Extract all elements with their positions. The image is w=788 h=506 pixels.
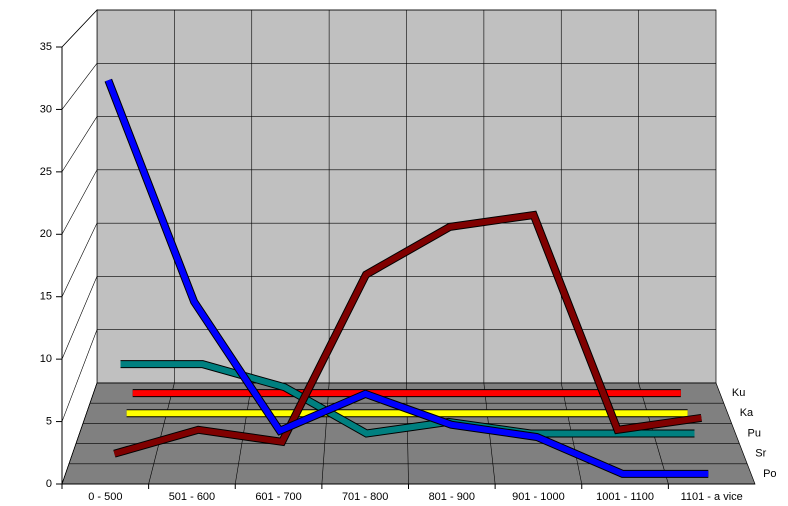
series-line xyxy=(105,79,709,477)
series-line xyxy=(120,361,695,437)
x-tick-label: 701 - 800 xyxy=(342,491,388,503)
series-line xyxy=(113,211,702,457)
grid-line xyxy=(61,9,98,48)
x-tick-label: 901 - 1000 xyxy=(512,491,565,503)
grid-line xyxy=(61,329,98,422)
series-label: Ku xyxy=(732,387,745,399)
x-tick-label: 1101 - a vice xyxy=(681,491,743,503)
series-label: Po xyxy=(763,468,776,480)
series-label: Ka xyxy=(740,407,754,419)
y-tick-label: 35 xyxy=(40,41,52,53)
grid-line xyxy=(61,276,98,360)
y-tick-label: 20 xyxy=(40,228,52,240)
y-tick-label: 25 xyxy=(40,166,52,178)
series-label: Pu xyxy=(748,427,761,439)
series-label: Sr xyxy=(755,448,766,460)
grid-line xyxy=(61,169,98,235)
grid-line xyxy=(61,116,98,173)
x-tick-label: 601 - 700 xyxy=(255,491,301,503)
x-tick-label: 1001 - 1100 xyxy=(596,491,654,503)
grid-line xyxy=(61,382,98,485)
y-tick-label: 0 xyxy=(46,478,52,490)
y-tick-label: 30 xyxy=(40,103,52,115)
y-tick-label: 15 xyxy=(40,291,52,303)
y-tick-label: 5 xyxy=(46,415,52,427)
floor-grid-line xyxy=(321,382,330,485)
x-tick-label: 0 - 500 xyxy=(88,491,122,503)
floor-grid-line xyxy=(148,382,175,485)
x-tick-label: 801 - 900 xyxy=(429,491,475,503)
grid-line xyxy=(61,223,98,297)
floor-grid-line xyxy=(406,382,409,485)
grid-line xyxy=(61,63,98,110)
x-tick-label: 501 - 600 xyxy=(169,491,215,503)
y-tick-label: 10 xyxy=(40,353,52,365)
